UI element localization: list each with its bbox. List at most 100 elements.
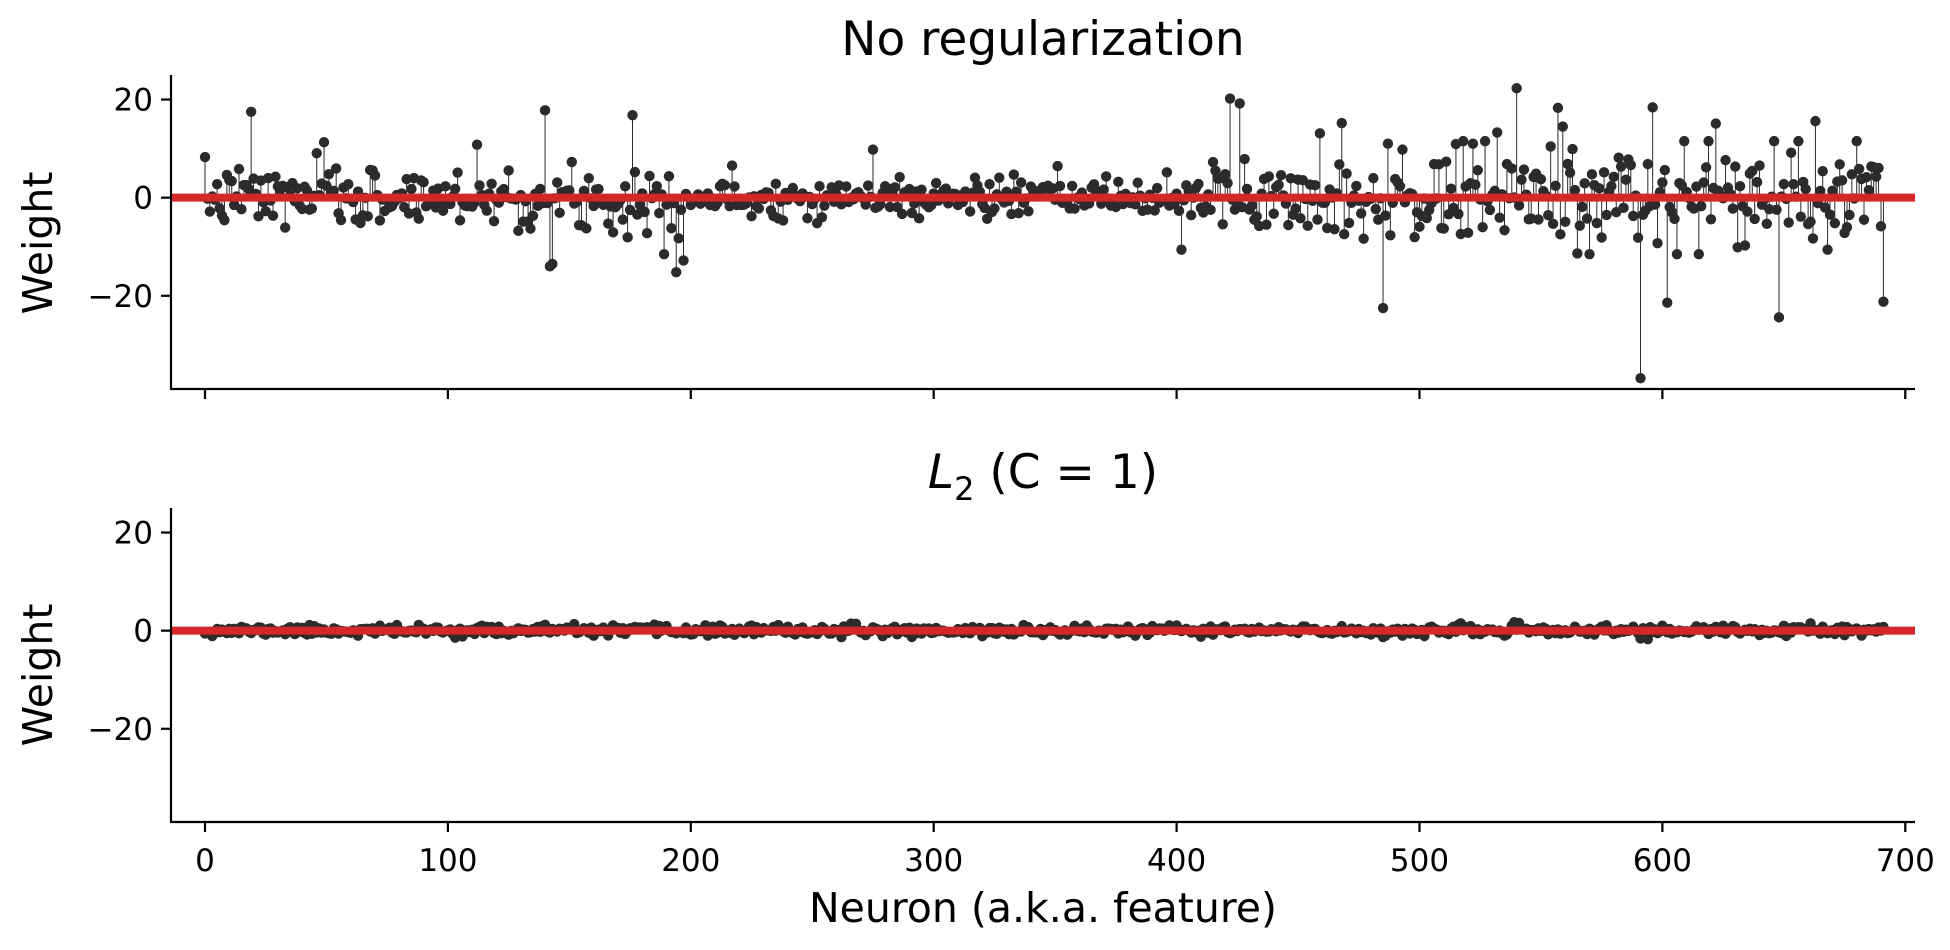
weight-point [1581, 213, 1593, 224]
weight-point [245, 106, 257, 117]
weight-point [1193, 178, 1204, 190]
weight-point [1572, 248, 1583, 259]
weight-point [1788, 178, 1799, 190]
x-tick-label: 500 [1390, 843, 1449, 879]
weight-point [1368, 172, 1379, 184]
weight-point [1414, 221, 1425, 232]
weight-point [663, 171, 675, 182]
weight-point [1817, 166, 1828, 177]
weight-point [211, 178, 223, 190]
weight-point [1338, 229, 1350, 240]
weight-point [323, 168, 335, 180]
weight-point [1861, 171, 1872, 183]
weight-point [1567, 143, 1578, 155]
weight-point [1100, 171, 1112, 182]
weight-point [1302, 220, 1313, 232]
weight-point [1377, 302, 1389, 314]
weight-point [1222, 177, 1233, 189]
weight-point [267, 210, 279, 221]
weight-point [1878, 296, 1889, 307]
weight-point [802, 213, 813, 224]
weight-point [1618, 202, 1629, 214]
weight-point [452, 167, 463, 178]
weight-point [1397, 144, 1408, 155]
weight-point [566, 156, 577, 168]
weight-point [658, 248, 670, 260]
weight-point [1557, 121, 1568, 132]
weight-point [1720, 154, 1731, 166]
weight-point [816, 212, 828, 223]
weight-point [1052, 160, 1063, 172]
weight-point [486, 178, 497, 189]
weight-point [1773, 312, 1785, 323]
weight-point [593, 183, 604, 195]
y-tick-label: −20 [88, 712, 153, 748]
weight-point [1598, 167, 1610, 178]
weight-point [1263, 171, 1275, 182]
weight-point [673, 233, 684, 244]
weight-point [1273, 179, 1284, 191]
weight-point [578, 185, 590, 197]
weight-point [1703, 135, 1714, 147]
weight-point [454, 215, 466, 226]
weight-point [1343, 217, 1355, 229]
weight-point [362, 211, 373, 222]
weight-point [940, 183, 952, 194]
weight-point [1358, 233, 1369, 244]
weight-point [328, 185, 339, 196]
weight-point [1518, 164, 1530, 175]
weight-point [1730, 161, 1741, 172]
weight-point [1761, 218, 1773, 229]
weight-point [1577, 201, 1588, 213]
weight-point [413, 213, 424, 224]
weight-point [1858, 214, 1870, 225]
weight-point [1173, 205, 1185, 217]
weight-point [311, 147, 322, 159]
weight-point [1657, 177, 1668, 188]
weight-point [1700, 162, 1712, 173]
weight-point [746, 210, 757, 222]
weight-point [1807, 233, 1819, 244]
weight-point [1795, 211, 1807, 222]
weight-point [1632, 232, 1644, 243]
weight-point [1827, 185, 1838, 197]
weight-point [1564, 167, 1576, 178]
weight-point [1555, 229, 1566, 240]
weight-point [1013, 208, 1024, 219]
weight-point [1846, 169, 1858, 180]
weight-point [894, 171, 905, 183]
weight-point [1314, 128, 1326, 139]
weight-point [1241, 183, 1253, 195]
weight-point [1679, 135, 1690, 147]
weight-point [525, 223, 536, 234]
y-tick-labels: 20 0 −20 [88, 83, 153, 315]
weight-point [1151, 182, 1163, 194]
weight-point [1441, 156, 1452, 167]
weight-point [539, 105, 551, 116]
weight-point [1054, 180, 1066, 192]
y-tick-label: 0 [133, 614, 153, 650]
weight-point [1015, 177, 1027, 188]
weight-point [1628, 210, 1639, 222]
weight-point [1219, 168, 1231, 180]
weight-point [1853, 163, 1865, 175]
y-tick-label: 0 [133, 181, 153, 217]
weight-point [753, 203, 765, 214]
weight-point [639, 206, 650, 218]
x-axis-label: Neuron (a.k.a. feature) [809, 884, 1277, 932]
weight-point [1370, 203, 1381, 215]
x-tick-label: 700 [1876, 843, 1935, 879]
x-tick-label: 600 [1633, 843, 1692, 879]
weight-point [1754, 160, 1765, 171]
weight-point [1841, 221, 1853, 233]
weight-point [1290, 203, 1301, 214]
weight-point [1185, 210, 1197, 221]
weight-point [617, 214, 628, 225]
y-tick-label: 20 [114, 83, 153, 119]
weight-point [1594, 183, 1605, 194]
weight-point [1635, 373, 1646, 384]
weight-point [1834, 159, 1845, 170]
markers [199, 83, 1889, 384]
weight-point [1739, 240, 1751, 251]
weight-point [330, 163, 342, 174]
